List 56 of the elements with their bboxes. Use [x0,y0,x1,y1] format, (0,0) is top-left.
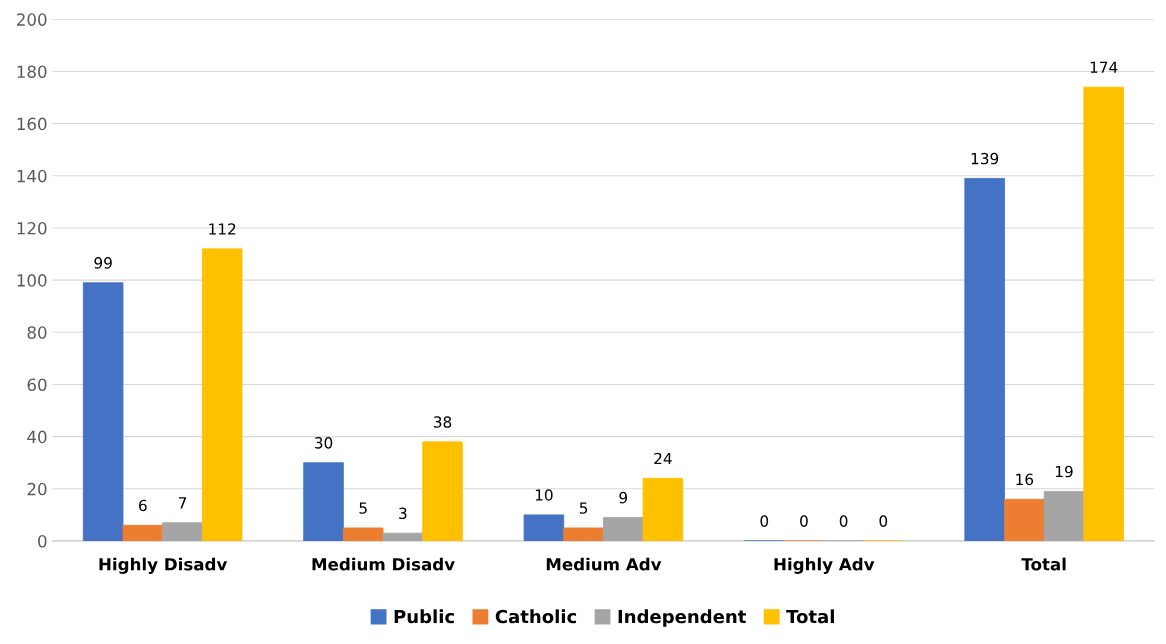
x-tick-label: Total [1021,557,1066,571]
y-tick-label: 140 [17,169,47,183]
legend-label: Public [394,609,454,624]
data-label: 7 [178,497,187,509]
data-label: 0 [879,515,888,527]
data-label: 139 [971,152,999,165]
data-label: 24 [654,452,672,465]
legend-label: Catholic [495,609,577,624]
data-label: 16 [1016,473,1034,486]
data-label: 19 [1055,465,1073,478]
x-tick-label: Highly Disadv [99,557,228,574]
data-label: 0 [839,515,848,527]
data-label: 30 [314,437,333,449]
x-tick-label: Medium Adv [546,557,662,571]
y-tick-label: 80 [27,326,47,339]
x-tick-label: Medium Disadv [312,557,455,571]
y-tick-label: 200 [17,13,47,26]
data-label: 10 [535,489,553,501]
bar [201,248,243,541]
data-label: 3 [399,507,407,520]
y-tick-label: 20 [27,482,47,496]
y-tick-label: 160 [17,117,47,131]
legend-label: Independent [618,609,746,627]
data-label: 174 [1090,61,1118,73]
bar [1004,498,1045,541]
bar [342,527,384,541]
data-label: 6 [139,499,147,512]
bar [1043,490,1085,541]
y-tick-label: 0 [38,534,47,548]
data-label: 0 [800,515,808,527]
bar [1083,86,1124,541]
bar [422,441,463,541]
bar [523,514,565,541]
y-tick-label: 60 [27,378,47,392]
bar [964,178,1005,541]
bar [563,527,604,541]
bar [82,282,124,541]
data-label: 9 [619,491,628,504]
bar [642,477,684,541]
y-tick-label: 180 [17,65,47,79]
y-tick-label: 120 [17,221,47,235]
bar [122,524,164,541]
x-tick-label: Highly Adv [774,557,875,574]
data-label: 0 [760,515,769,527]
y-tick-label: 100 [17,274,47,287]
bar [602,517,644,541]
legend-label: Total [786,609,834,624]
bar [162,522,203,541]
y-tick-label: 40 [27,430,47,444]
data-label: 112 [209,223,236,235]
data-label: 5 [579,502,588,514]
data-label: 5 [359,502,367,514]
data-label: 38 [433,416,452,428]
bar [303,462,344,541]
bar [382,532,424,541]
data-label: 99 [94,257,112,269]
